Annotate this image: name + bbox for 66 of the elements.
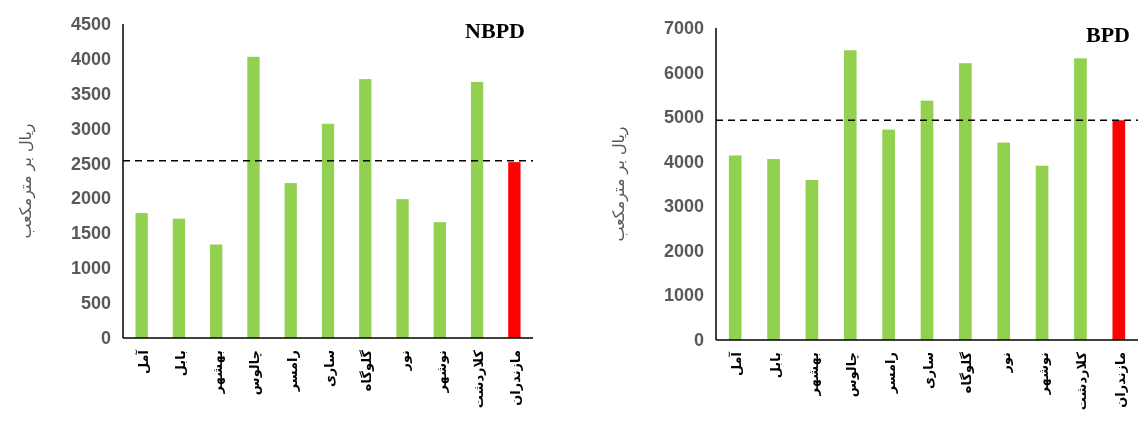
y-tick-label: 3000 [70, 118, 111, 139]
bar [997, 142, 1011, 340]
bar [728, 155, 742, 340]
y-axis-title: ریال بر مترمکعب [16, 123, 36, 239]
x-tick-label: گلوگاه [359, 349, 375, 392]
bar [210, 244, 223, 338]
x-tick-label: بابل [767, 352, 783, 379]
bar [920, 100, 934, 340]
y-tick-label: 1000 [663, 285, 704, 306]
x-tick-label: گلوگاه [959, 351, 975, 394]
x-tick-label: مازندران [508, 350, 524, 406]
y-tick-label: 1500 [70, 223, 111, 244]
x-tick-label: بابل [172, 350, 188, 377]
x-tick-label: نور [396, 350, 412, 372]
chart-title: BPD [1086, 22, 1130, 47]
bar [1035, 165, 1049, 340]
y-tick-label: 1000 [70, 258, 111, 279]
bar [359, 79, 372, 338]
x-tick-label: ساری [921, 352, 936, 390]
y-tick-label: 3000 [663, 196, 704, 217]
x-tick-label: مازندران [1112, 352, 1128, 408]
y-tick-label: 2000 [663, 240, 704, 261]
x-tick-label: بهشهر [210, 350, 226, 395]
x-tick-label: آمل [728, 351, 745, 377]
y-tick-label: 4000 [663, 151, 704, 172]
bar [767, 159, 780, 340]
y-tick-label: 3500 [70, 83, 111, 104]
y-tick-label: 4500 [70, 14, 111, 34]
x-tick-label: نور [997, 352, 1013, 374]
x-tick-label: چالوس [844, 352, 860, 398]
x-tick-label: نوشهر [433, 350, 449, 394]
x-tick-label: کلاردشت [1074, 351, 1090, 411]
bar [433, 222, 446, 338]
y-tick-label: 5000 [663, 107, 704, 128]
bar [470, 81, 484, 338]
bar [284, 183, 297, 338]
bar [1074, 58, 1087, 340]
bar [508, 162, 521, 338]
y-tick-label: 2000 [70, 188, 111, 209]
y-tick-label: 500 [80, 293, 111, 314]
bar [247, 56, 260, 338]
x-tick-label: آمل [134, 349, 151, 375]
y-tick-label: 2500 [70, 153, 111, 174]
bar [959, 63, 972, 340]
y-axis-title: ریال بر مترمکعب [609, 126, 629, 242]
x-tick-label: رامسر [882, 352, 898, 395]
x-tick-label: کلاردشت [471, 349, 487, 409]
y-tick-label: 6000 [663, 62, 704, 83]
x-tick-label: نوشهر [1036, 352, 1052, 396]
y-tick-label: 7000 [663, 18, 704, 38]
bar [882, 129, 895, 340]
bar [805, 179, 819, 340]
x-tick-label: بهشهر [805, 352, 821, 397]
bar [172, 218, 186, 338]
x-tick-label: رامسر [284, 350, 300, 393]
x-tick-label: چالوس [247, 350, 263, 396]
bar [135, 213, 148, 338]
chart-title: NBPD [465, 18, 525, 43]
bar [321, 123, 335, 338]
y-tick-label: 0 [693, 330, 704, 350]
y-tick-label: 0 [100, 328, 111, 348]
bar [1112, 120, 1126, 340]
x-tick-label: ساری [322, 350, 337, 388]
y-tick-label: 4000 [70, 48, 111, 69]
bar [843, 50, 857, 340]
bar [396, 199, 409, 338]
